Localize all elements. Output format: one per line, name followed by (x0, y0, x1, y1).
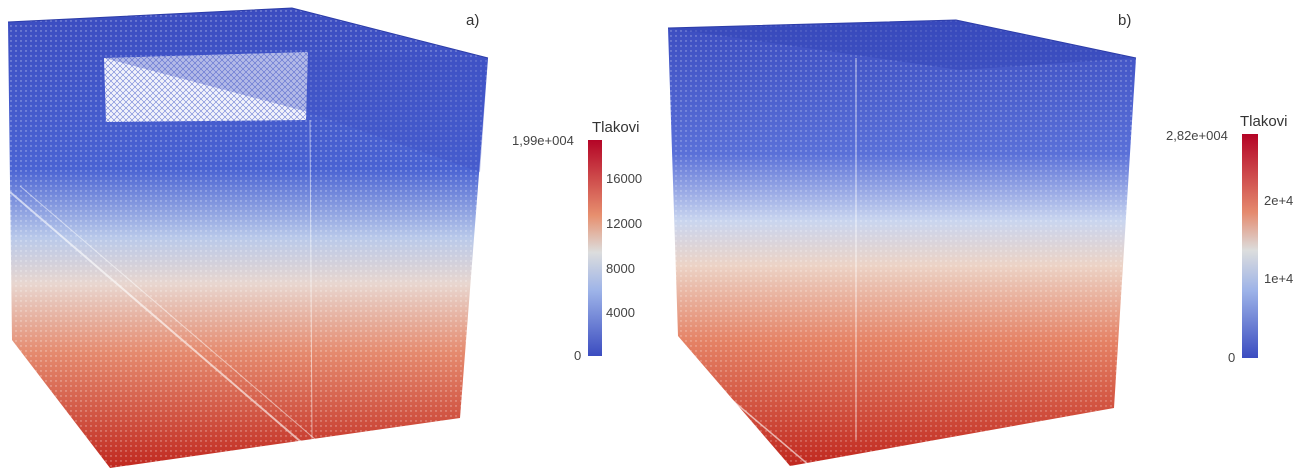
colorbar-a-tick: 8000 (606, 261, 635, 276)
colorbar-a-title: Tlakovi (592, 119, 640, 136)
colorbar-a-tick: 4000 (606, 305, 635, 320)
panel-b: b) Tlakovi 2,82e+004 2e+4 1e+4 0 (660, 0, 1316, 471)
panel-label-b: b) (1118, 12, 1132, 29)
panel-a: a) Tlakovi 1,99e+004 16000 12000 8000 40… (0, 0, 643, 471)
colorbar-b-title: Tlakovi (1240, 113, 1288, 130)
colorbar-a-max: 1,99e+004 (512, 133, 574, 148)
colorbar-a-tick: 16000 (606, 171, 643, 186)
colorbar-a-min: 0 (574, 348, 582, 363)
cube-a-illustration (7, 7, 489, 468)
panel-label-a: a) (466, 12, 480, 29)
colorbar-b-max: 2,82e+004 (1166, 128, 1228, 143)
cube-a-cutout (104, 52, 308, 122)
colorbar-b-min: 0 (1228, 350, 1236, 365)
colorbar-b (1242, 134, 1258, 358)
colorbar-b-tick: 1e+4 (1264, 271, 1294, 286)
colorbar-a-tick: 12000 (606, 216, 643, 231)
cube-b-illustration (667, 19, 1137, 467)
colorbar-b-tick: 2e+4 (1264, 193, 1294, 208)
colorbar-a (588, 140, 602, 356)
